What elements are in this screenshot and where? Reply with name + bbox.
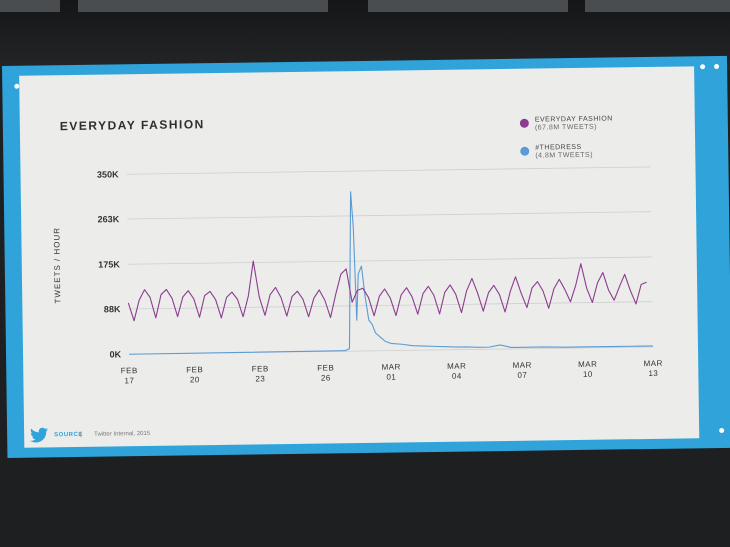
twitter-bird-icon (30, 427, 49, 443)
series-line-everyday-fashion (127, 260, 647, 322)
x-tick-month: MAR (447, 362, 466, 371)
x-tick-day: 26 (321, 373, 331, 382)
x-tick-month: MAR (382, 362, 401, 371)
ceiling-panel (78, 0, 328, 12)
source-label: SOURCE (54, 431, 83, 439)
x-tick-day: 10 (583, 370, 593, 379)
screen-dot (700, 64, 706, 70)
y-tick-label: 0K (109, 349, 121, 359)
projection-screen: EVERYDAY FASHION EVERYDAY FASHION (67.8M… (2, 55, 730, 458)
y-gridline (126, 166, 651, 175)
x-tick-day: 13 (648, 369, 658, 378)
ceiling-panel (0, 0, 60, 12)
source-text: Twitter Internal, 2015 (94, 430, 151, 438)
series-line-thedress (129, 191, 653, 355)
y-tick-label: 88K (104, 304, 121, 314)
x-tick-month: MAR (513, 361, 532, 370)
x-tick-day: 07 (517, 371, 527, 380)
slide: EVERYDAY FASHION EVERYDAY FASHION (67.8M… (19, 66, 700, 448)
x-tick-month: FEB (317, 363, 334, 372)
x-tick-day: 23 (255, 374, 265, 383)
x-tick-day: 20 (190, 375, 200, 384)
y-tick-label: 350K (97, 169, 119, 179)
x-tick-month: MAR (644, 359, 663, 368)
source-separator: | (80, 431, 82, 438)
x-tick-month: FEB (186, 365, 203, 374)
y-tick-label: 263K (98, 214, 120, 224)
screen-dot (714, 63, 720, 70)
x-tick-day: 01 (386, 373, 396, 382)
y-gridline (128, 301, 653, 310)
ceiling-panel (368, 0, 568, 12)
x-tick-month: FEB (252, 364, 269, 373)
y-gridline (127, 211, 652, 220)
x-tick-month: FEB (121, 366, 138, 375)
x-tick-month: MAR (578, 360, 597, 369)
ceiling-panel (585, 0, 730, 12)
y-gridline (127, 256, 652, 265)
ceiling (0, 0, 730, 70)
y-tick-label: 175K (98, 259, 120, 269)
x-tick-day: 04 (452, 372, 462, 381)
y-axis-label: TWEETS / HOUR (52, 227, 62, 304)
x-tick-day: 17 (124, 376, 134, 385)
screen-dot (719, 427, 725, 434)
